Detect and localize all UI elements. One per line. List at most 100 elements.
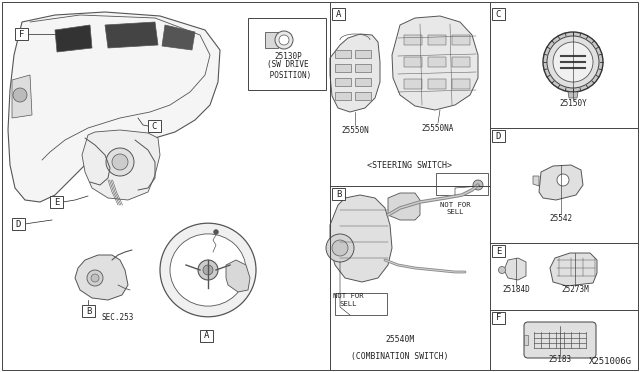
Circle shape	[214, 230, 218, 234]
Polygon shape	[55, 25, 92, 52]
Bar	[428, 79, 446, 89]
Bar	[15, 28, 28, 40]
Bar	[355, 92, 371, 100]
Ellipse shape	[160, 223, 256, 317]
Bar	[436, 173, 488, 195]
Circle shape	[87, 270, 103, 286]
Text: NOT FOR
SELL: NOT FOR SELL	[440, 202, 470, 215]
Polygon shape	[539, 165, 583, 200]
Text: C: C	[152, 122, 157, 131]
Polygon shape	[82, 130, 160, 200]
Bar	[335, 78, 351, 86]
Polygon shape	[568, 92, 578, 98]
Circle shape	[473, 180, 483, 190]
Polygon shape	[75, 255, 128, 300]
Bar	[355, 64, 371, 72]
Text: F: F	[19, 29, 24, 38]
Text: (COMBINATION SWITCH): (COMBINATION SWITCH)	[351, 352, 449, 360]
Text: E: E	[54, 198, 59, 206]
Circle shape	[499, 266, 506, 273]
Polygon shape	[226, 260, 250, 292]
Text: 25540M: 25540M	[385, 336, 415, 344]
Bar	[335, 293, 387, 315]
Ellipse shape	[170, 234, 246, 306]
Text: X251006G: X251006G	[589, 357, 632, 366]
Text: 25550N: 25550N	[341, 125, 369, 135]
Text: 25130P: 25130P	[274, 51, 302, 61]
Circle shape	[198, 260, 218, 280]
Polygon shape	[12, 75, 32, 118]
Bar	[452, 57, 470, 67]
Text: 25150Y: 25150Y	[559, 99, 587, 108]
Circle shape	[106, 148, 134, 176]
Bar	[404, 35, 422, 45]
Polygon shape	[524, 335, 528, 345]
Circle shape	[13, 88, 27, 102]
Circle shape	[91, 274, 99, 282]
Bar	[492, 245, 505, 257]
Bar	[355, 78, 371, 86]
Text: SEC.253: SEC.253	[102, 314, 134, 323]
Circle shape	[547, 36, 599, 88]
Text: D: D	[496, 131, 501, 141]
Text: A: A	[336, 10, 341, 19]
Polygon shape	[388, 193, 420, 220]
Polygon shape	[533, 176, 539, 186]
Circle shape	[543, 32, 603, 92]
Polygon shape	[105, 22, 158, 48]
Text: D: D	[16, 219, 21, 228]
Polygon shape	[330, 34, 380, 112]
Bar	[248, 18, 326, 90]
Bar	[50, 196, 63, 208]
Text: 25183: 25183	[548, 356, 572, 365]
Bar	[355, 50, 371, 58]
Circle shape	[203, 265, 213, 275]
Text: A: A	[204, 331, 209, 340]
Polygon shape	[162, 25, 195, 50]
Polygon shape	[8, 12, 220, 202]
Bar	[452, 35, 470, 45]
Text: B: B	[86, 307, 91, 315]
Bar	[452, 79, 470, 89]
Bar	[332, 188, 345, 200]
Circle shape	[112, 154, 128, 170]
Polygon shape	[504, 258, 526, 280]
Circle shape	[279, 35, 289, 45]
Polygon shape	[392, 16, 478, 110]
Bar	[332, 8, 345, 20]
Bar	[492, 130, 505, 142]
Bar	[335, 64, 351, 72]
Bar	[12, 218, 25, 230]
Bar	[428, 57, 446, 67]
Polygon shape	[265, 32, 278, 48]
Bar	[492, 8, 505, 20]
Text: NOT FOR
SELL: NOT FOR SELL	[333, 294, 364, 307]
Text: 25184D: 25184D	[502, 285, 530, 295]
Text: (SW DRIVE
 POSITION): (SW DRIVE POSITION)	[265, 60, 311, 80]
FancyBboxPatch shape	[524, 322, 596, 358]
Circle shape	[275, 31, 293, 49]
Polygon shape	[330, 195, 392, 282]
Text: <STEERING SWITCH>: <STEERING SWITCH>	[367, 160, 452, 170]
Bar	[82, 305, 95, 317]
Circle shape	[557, 174, 569, 186]
Circle shape	[326, 234, 354, 262]
Text: F: F	[496, 314, 501, 323]
Text: E: E	[496, 247, 501, 256]
Bar	[428, 35, 446, 45]
Bar	[404, 57, 422, 67]
Text: 25273M: 25273M	[561, 285, 589, 295]
Bar	[404, 79, 422, 89]
Bar	[148, 120, 161, 132]
Bar	[335, 50, 351, 58]
Text: 25542: 25542	[549, 214, 573, 222]
Circle shape	[553, 42, 593, 82]
Bar	[492, 312, 505, 324]
Text: C: C	[496, 10, 501, 19]
Circle shape	[332, 240, 348, 256]
Text: 25550NA: 25550NA	[422, 124, 454, 132]
Bar	[200, 330, 213, 342]
Text: B: B	[336, 189, 341, 199]
Polygon shape	[550, 253, 597, 286]
Bar	[335, 92, 351, 100]
